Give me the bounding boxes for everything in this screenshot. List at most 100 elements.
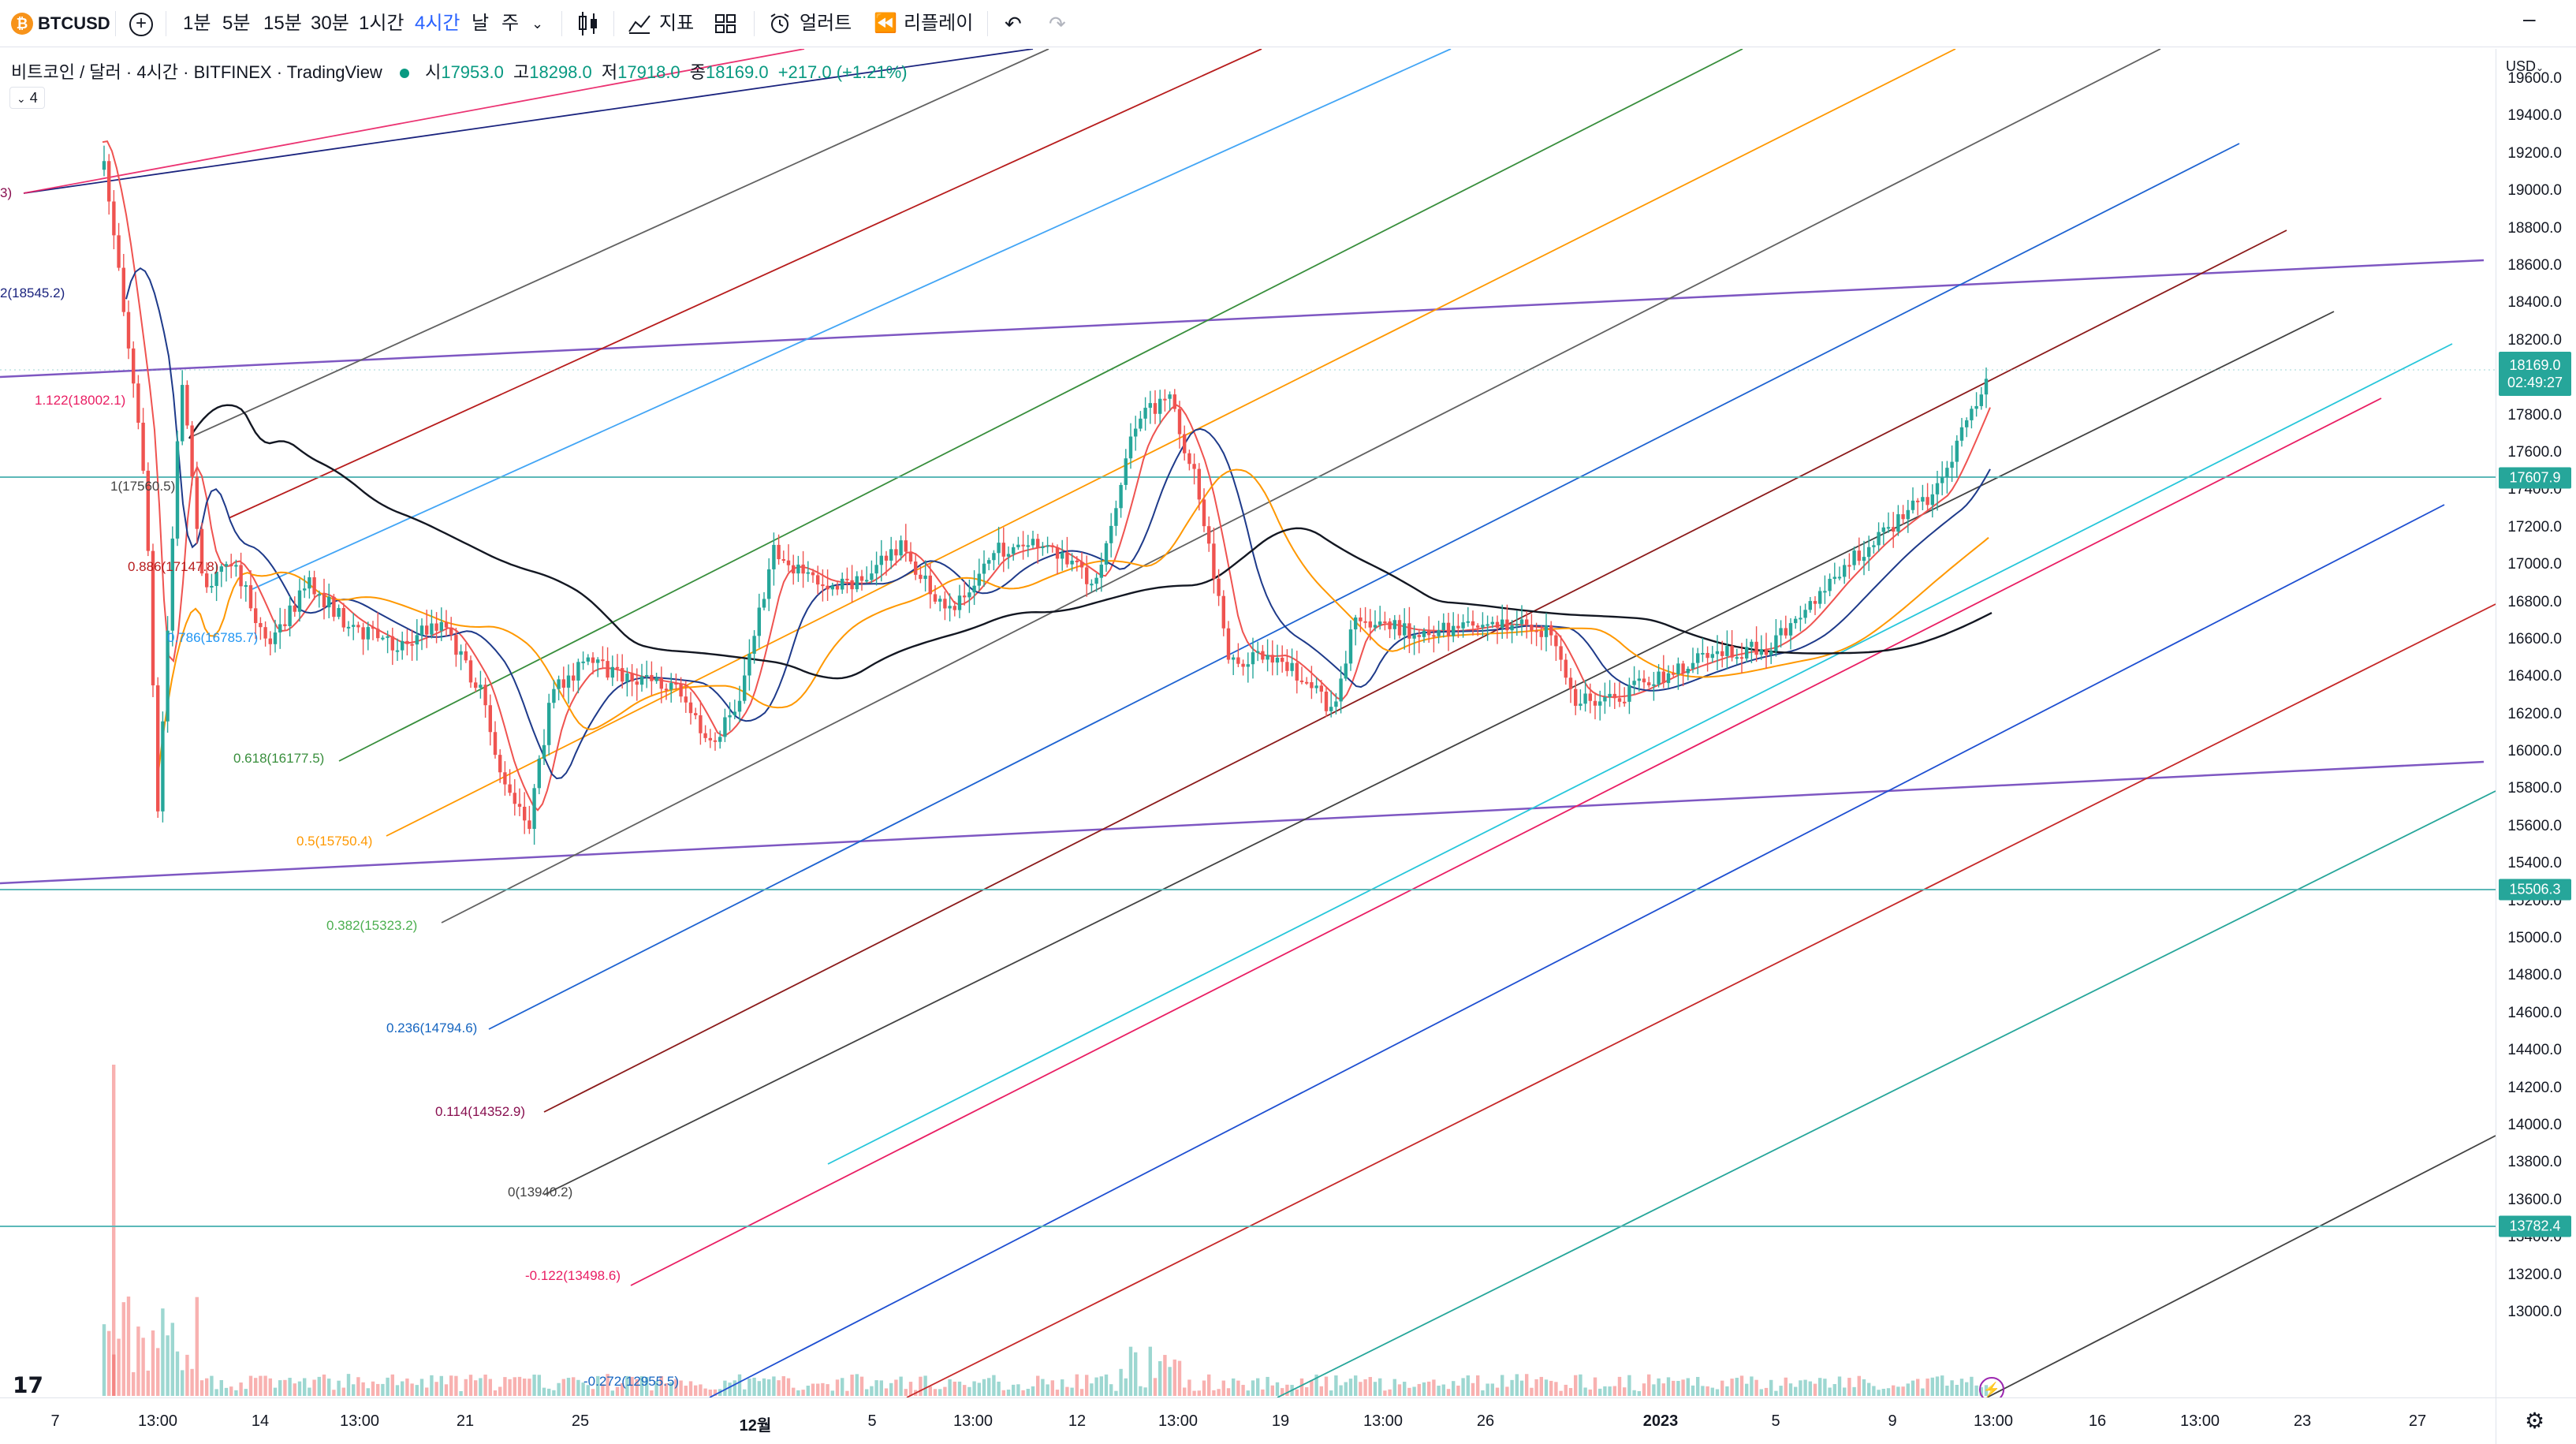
price-chart[interactable]: [0, 49, 2496, 1397]
candle-body: [606, 661, 610, 678]
undo-icon[interactable]: ↶: [1005, 12, 1022, 35]
interval-4h[interactable]: 4시간: [415, 13, 460, 34]
volume-bar: [1281, 1388, 1284, 1396]
time-axis[interactable]: 7 13:00 14 13:00 21 25 12월 5 13:00 12 13:00 19 13:00…: [0, 1397, 2496, 1444]
candle-body: [1324, 691, 1329, 711]
volume-bar: [1221, 1380, 1225, 1396]
currency-selector[interactable]: USD⌄: [2506, 58, 2544, 75]
candle-body: [1832, 576, 1836, 579]
volume-bar: [1241, 1385, 1245, 1396]
channel-line: [386, 49, 1956, 837]
volume-bar: [977, 1382, 981, 1396]
volume-bar: [1187, 1379, 1191, 1396]
candle-body: [1608, 693, 1612, 697]
candle-body: [601, 659, 605, 662]
candle-body: [1050, 545, 1054, 547]
candle-body: [1500, 619, 1504, 628]
volume-bar: [444, 1384, 449, 1396]
volume-bar: [1906, 1383, 1910, 1396]
minimize-icon[interactable]: –: [2523, 6, 2536, 31]
interval-30m[interactable]: 30분: [311, 13, 349, 34]
candle-body: [610, 666, 614, 678]
price-tick-label: 14600.0: [2507, 1004, 2562, 1021]
indicator-toggle-button[interactable]: ⌄ 4: [9, 87, 45, 109]
candle-body: [777, 544, 781, 560]
candle-style-icon[interactable]: [577, 9, 599, 38]
candle-body: [639, 676, 644, 685]
candle-body: [1657, 671, 1661, 685]
interval-15m[interactable]: 15분: [263, 13, 302, 34]
price-axis[interactable]: USD⌄ 19600.0 19400.0 19200.0 19000.0 18800.0…: [2496, 49, 2576, 1397]
candle-body: [1388, 621, 1392, 629]
indicators-icon[interactable]: [628, 13, 651, 35]
channel-line: [709, 504, 2445, 1397]
symbol-search-button[interactable]: BTCUSD: [38, 13, 110, 33]
interval-1h[interactable]: 1시간: [359, 13, 404, 34]
redo-icon[interactable]: ↷: [1049, 12, 1066, 35]
candle-body: [1564, 659, 1568, 678]
legend-title[interactable]: 비트코인 / 달러 · 4시간 · BITFINEX · TradingView: [11, 62, 382, 82]
candle-body: [904, 540, 908, 552]
replay-icon[interactable]: ⏪: [874, 13, 897, 34]
price-tick-label: 16400.0: [2507, 668, 2562, 685]
interval-5m[interactable]: 5분: [222, 13, 251, 34]
candle-body: [1001, 543, 1005, 557]
price-tick-label: 16000.0: [2507, 743, 2562, 760]
candle-body: [1539, 631, 1543, 637]
volume-bar: [1794, 1386, 1798, 1396]
volume-bar: [767, 1379, 771, 1396]
candle-body: [1016, 544, 1020, 547]
volume-bar: [664, 1382, 669, 1396]
low-label: 저: [601, 62, 618, 82]
volume-bar: [317, 1376, 321, 1396]
candle-body: [591, 657, 595, 663]
volume-bar: [1676, 1381, 1680, 1396]
toolbar-divider: [613, 11, 614, 36]
candle-body: [1172, 394, 1176, 409]
volume-bar: [175, 1351, 180, 1396]
alert-button[interactable]: 얼러트: [800, 13, 852, 34]
interval-1w[interactable]: 주: [501, 13, 520, 34]
time-tick-label: 7: [50, 1412, 60, 1430]
candle-body: [146, 470, 150, 551]
volume-bar: [1921, 1388, 1925, 1396]
high-label: 고: [513, 62, 530, 82]
volume-bar: [346, 1374, 351, 1396]
chevron-down-icon[interactable]: ⌄: [531, 16, 544, 32]
volume-bar: [1085, 1375, 1089, 1396]
chart-settings-corner[interactable]: ⚙: [2496, 1397, 2576, 1444]
volume-bar: [1329, 1390, 1333, 1396]
candle-body: [957, 595, 962, 610]
candle-body: [557, 679, 561, 689]
volume-bar: [747, 1379, 751, 1396]
candle-body: [747, 653, 751, 676]
candle-body: [317, 594, 321, 596]
volume-bar: [1608, 1386, 1612, 1396]
volume-bar: [434, 1382, 438, 1396]
volume-bar: [1285, 1384, 1289, 1396]
interval-1d[interactable]: 날: [472, 13, 490, 34]
interval-1m[interactable]: 1분: [183, 13, 211, 34]
candle-body: [1339, 678, 1343, 702]
volume-bar: [1334, 1375, 1338, 1396]
volume-bar: [645, 1377, 649, 1396]
volume-bar: [566, 1378, 571, 1396]
tradingview-logo[interactable]: 𝟭𝟳: [13, 1373, 43, 1397]
candle-body: [1246, 664, 1250, 667]
candle-body: [1437, 630, 1441, 636]
volume-bar: [1510, 1379, 1514, 1396]
volume-bar: [239, 1382, 243, 1396]
volume-bar: [1128, 1346, 1133, 1396]
indicators-button[interactable]: 지표: [659, 13, 695, 34]
candle-body: [1232, 657, 1236, 660]
volume-bar: [596, 1375, 600, 1396]
candle-body: [1075, 560, 1079, 562]
layout-grid-icon[interactable]: [714, 13, 736, 34]
volume-bar: [923, 1375, 927, 1396]
replay-button[interactable]: 리플레이: [904, 13, 974, 34]
alarm-clock-icon[interactable]: [768, 12, 792, 35]
gear-icon[interactable]: ⚙: [2525, 1409, 2545, 1433]
volume-bar: [967, 1386, 971, 1396]
chart-pane[interactable]: 비트코인 / 달러 · 4시간 · BITFINEX · TradingView…: [0, 49, 2496, 1402]
compare-add-icon[interactable]: +: [129, 13, 153, 36]
